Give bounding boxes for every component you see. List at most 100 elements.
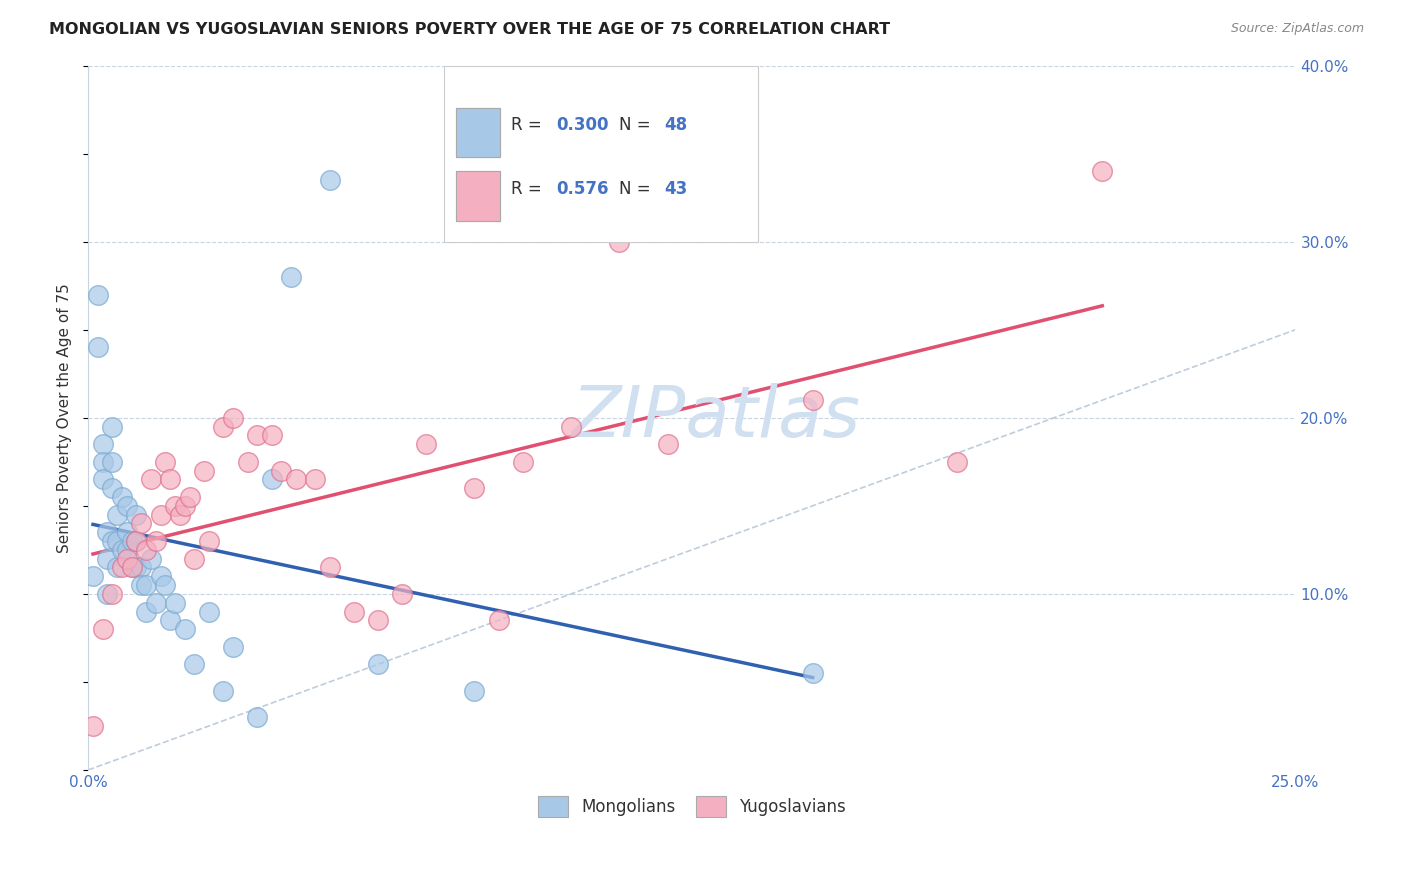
Point: [101, 419, 124, 434]
Point: [222, 640, 245, 654]
Point: [155, 455, 177, 469]
Point: [82, 719, 104, 733]
Point: [193, 464, 215, 478]
Point: [946, 455, 969, 469]
Text: 0.576: 0.576: [557, 180, 609, 198]
Point: [91, 622, 114, 636]
Point: [135, 578, 157, 592]
Point: [284, 472, 307, 486]
Point: [560, 419, 582, 434]
Point: [260, 472, 283, 486]
Point: [236, 455, 259, 469]
Bar: [457, 171, 501, 220]
Point: [121, 560, 143, 574]
Text: R =: R =: [510, 180, 553, 198]
Point: [101, 481, 124, 495]
Point: [111, 560, 134, 574]
Point: [801, 666, 824, 681]
Point: [115, 499, 138, 513]
Text: Source: ZipAtlas.com: Source: ZipAtlas.com: [1230, 22, 1364, 36]
Point: [115, 525, 138, 540]
Point: [155, 578, 177, 592]
Point: [183, 551, 205, 566]
Point: [91, 472, 114, 486]
Point: [246, 428, 269, 442]
Point: [463, 481, 485, 495]
Point: [129, 578, 152, 592]
Point: [488, 613, 510, 627]
Point: [173, 499, 195, 513]
Point: [96, 525, 118, 540]
Point: [159, 613, 181, 627]
Point: [367, 613, 389, 627]
Point: [222, 410, 245, 425]
Point: [198, 605, 221, 619]
Point: [115, 551, 138, 566]
Point: [125, 534, 148, 549]
Point: [318, 173, 340, 187]
Point: [165, 596, 187, 610]
Bar: [457, 108, 501, 157]
Point: [135, 542, 157, 557]
Y-axis label: Seniors Poverty Over the Age of 75: Seniors Poverty Over the Age of 75: [58, 283, 72, 553]
Point: [121, 534, 143, 549]
Point: [121, 560, 143, 574]
Text: N =: N =: [620, 117, 657, 135]
Point: [96, 551, 118, 566]
Point: [96, 587, 118, 601]
Point: [260, 428, 283, 442]
Point: [105, 508, 128, 522]
Point: [657, 437, 679, 451]
Point: [169, 508, 191, 522]
Point: [159, 472, 181, 486]
Point: [125, 534, 148, 549]
Point: [129, 560, 152, 574]
Point: [304, 472, 326, 486]
Point: [149, 569, 172, 583]
Point: [115, 542, 138, 557]
Point: [270, 464, 292, 478]
Text: 48: 48: [664, 117, 688, 135]
Point: [183, 657, 205, 672]
Text: MONGOLIAN VS YUGOSLAVIAN SENIORS POVERTY OVER THE AGE OF 75 CORRELATION CHART: MONGOLIAN VS YUGOSLAVIAN SENIORS POVERTY…: [49, 22, 890, 37]
Point: [179, 490, 201, 504]
Point: [165, 499, 187, 513]
Point: [105, 534, 128, 549]
Text: 0.300: 0.300: [557, 117, 609, 135]
Point: [343, 605, 366, 619]
Point: [609, 235, 631, 249]
Point: [145, 534, 167, 549]
Point: [145, 596, 167, 610]
Point: [101, 587, 124, 601]
Bar: [444, 66, 758, 242]
Point: [415, 437, 437, 451]
Point: [135, 605, 157, 619]
Point: [139, 472, 162, 486]
Point: [149, 508, 172, 522]
Point: [391, 587, 413, 601]
Point: [91, 455, 114, 469]
Point: [101, 534, 124, 549]
Point: [280, 269, 302, 284]
Text: ZIPatlas: ZIPatlas: [571, 384, 860, 452]
Point: [91, 437, 114, 451]
Point: [212, 419, 235, 434]
Point: [101, 455, 124, 469]
Point: [367, 657, 389, 672]
Point: [87, 287, 110, 301]
Point: [87, 340, 110, 354]
Point: [139, 551, 162, 566]
Legend: Mongolians, Yugoslavians: Mongolians, Yugoslavians: [530, 788, 853, 825]
Text: N =: N =: [620, 180, 657, 198]
Point: [105, 560, 128, 574]
Text: R =: R =: [510, 117, 547, 135]
Point: [318, 560, 340, 574]
Point: [246, 710, 269, 724]
Point: [125, 560, 148, 574]
Point: [125, 508, 148, 522]
Point: [173, 622, 195, 636]
Point: [212, 683, 235, 698]
Point: [111, 490, 134, 504]
Point: [111, 542, 134, 557]
Point: [1091, 164, 1114, 178]
